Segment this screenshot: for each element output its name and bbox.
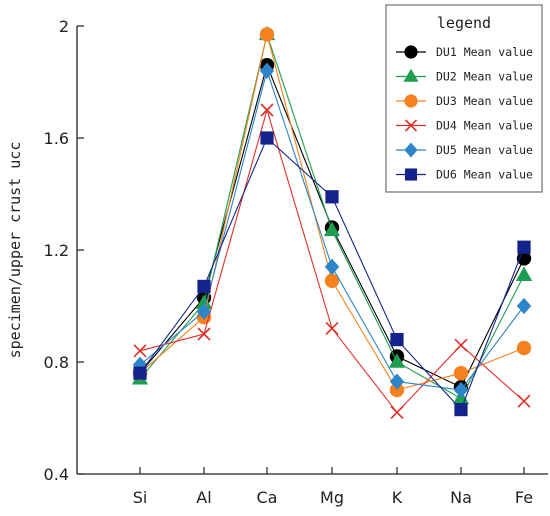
data-point: [325, 190, 339, 204]
y-ticks: 0.4 0.8 1.2 1.6 2: [44, 17, 84, 484]
series-6: [133, 131, 531, 417]
legend-label: DU6 Mean value: [436, 168, 533, 182]
legend-title: legend: [437, 14, 491, 32]
legend-marker: [404, 45, 418, 59]
data-point: [196, 303, 212, 320]
legend: legend DU1 Mean value DU2 Mean value DU3 M…: [385, 4, 543, 193]
data-point: [132, 356, 148, 373]
x-tick-label: K: [392, 488, 403, 507]
x-tick-label: Na: [450, 488, 472, 507]
x-tick-label: Al: [196, 488, 211, 507]
y-tick-label: 1.2: [44, 241, 69, 260]
legend-marker: [404, 142, 418, 158]
legend-marker: [403, 68, 419, 82]
x-tick-label: Mg: [320, 488, 344, 507]
data-point: [324, 258, 340, 275]
data-point: [454, 338, 468, 352]
legend-label: DU5 Mean value: [436, 143, 533, 157]
data-point: [517, 240, 531, 254]
legend-item: DU5 Mean value: [396, 142, 533, 158]
data-point: [324, 273, 340, 288]
legend-marker: [404, 119, 418, 132]
data-point: [389, 373, 405, 390]
legend-item: DU3 Mean value: [396, 94, 533, 108]
legend-item: DU4 Mean value: [396, 119, 533, 133]
data-point: [515, 266, 533, 281]
data-point: [516, 251, 532, 266]
x-tick-label: Ca: [257, 488, 278, 507]
series-5: [132, 62, 532, 399]
legend-label: DU2 Mean value: [436, 70, 533, 84]
series-layer: [131, 25, 533, 419]
data-point: [454, 403, 468, 417]
data-point: [389, 382, 405, 398]
y-tick-label: 0.8: [44, 353, 69, 372]
y-axis-label: specimen/upper crust ucc: [6, 142, 24, 359]
legend-item: DU6 Mean value: [396, 168, 533, 182]
y-tick-label: 2: [59, 17, 69, 36]
data-point: [195, 294, 213, 309]
x-ticks: Si Al Ca Mg K Na Fe: [133, 467, 533, 507]
data-point: [197, 327, 211, 341]
legend-label: DU4 Mean value: [436, 119, 533, 133]
data-point: [516, 297, 532, 315]
data-point: [517, 394, 531, 408]
data-point: [390, 333, 404, 347]
data-point: [388, 353, 406, 368]
data-point: [260, 131, 274, 145]
legend-item: DU2 Mean value: [396, 68, 533, 84]
data-point: [390, 405, 404, 419]
x-tick-label: Fe: [515, 488, 533, 507]
data-point: [259, 27, 275, 42]
series-4: [133, 103, 531, 419]
legend-item: DU1 Mean value: [396, 45, 533, 59]
data-point: [323, 221, 341, 237]
data-point: [133, 366, 147, 380]
data-point: [133, 344, 147, 358]
y-tick-label: 0.4: [44, 465, 69, 484]
legend-marker: [404, 94, 418, 108]
data-point: [453, 381, 469, 399]
data-point: [260, 103, 274, 117]
legend-label: DU1 Mean value: [436, 45, 533, 59]
data-point: [197, 279, 211, 293]
data-point: [259, 62, 275, 79]
legend-label: DU3 Mean value: [436, 94, 533, 108]
data-point: [516, 340, 532, 356]
legend-marker: [404, 168, 418, 181]
legend-items: DU1 Mean value DU2 Mean value DU3 Mean val…: [396, 45, 533, 182]
data-point: [325, 321, 339, 335]
x-tick-label: Si: [133, 488, 148, 507]
data-point: [453, 366, 469, 381]
y-tick-label: 1.6: [44, 129, 69, 148]
